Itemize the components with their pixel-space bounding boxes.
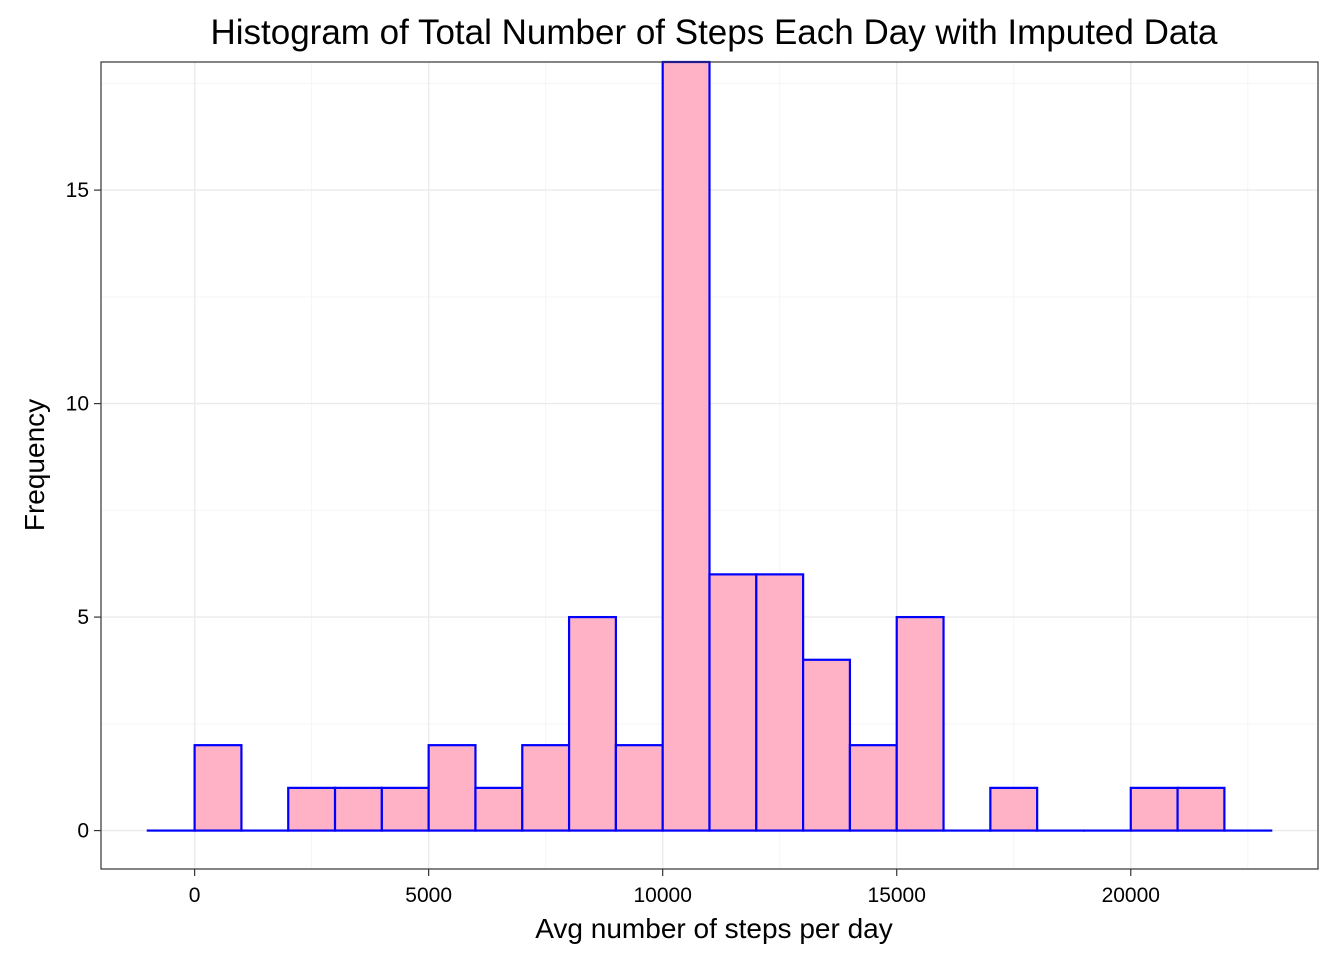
histogram-bar [333,786,383,832]
y-tick-label: 10 [66,393,89,416]
x-tick-label: 0 [189,884,201,907]
panel-border [100,61,1319,870]
histogram-bar [287,786,337,832]
x-tick-label: 15000 [868,884,926,907]
histogram-bar [661,60,711,832]
histogram-bar [1129,786,1179,832]
x-axis-title: Avg number of steps per day [535,913,892,944]
histogram-bar [193,744,243,832]
plot-panel [100,60,1319,870]
histogram-bar [848,744,898,832]
x-tick-label: 10000 [633,884,691,907]
y-tick-label: 0 [77,820,89,843]
histogram-bar [989,786,1039,832]
histogram-bar [427,744,477,832]
y-axis: 0 5 10 15 [66,179,101,843]
histogram-bar [474,786,524,832]
histogram-bar [708,573,758,832]
x-axis: 0 5000 10000 15000 20000 [189,869,1160,907]
histogram-bar [521,744,571,832]
histogram-bar [755,573,805,832]
y-tick-label: 5 [77,606,89,629]
y-axis-title: Frequency [19,399,50,531]
histogram-bar [380,786,430,832]
x-tick-label: 20000 [1102,884,1160,907]
histogram-bar [802,658,852,832]
histogram-bar [614,744,664,832]
histogram-bar [567,615,617,832]
histogram-bars [146,60,1273,832]
x-tick-label: 5000 [405,884,452,907]
histogram-bar [1176,786,1226,832]
histogram-bar [895,615,945,832]
y-tick-label: 15 [66,179,89,202]
chart-title: Histogram of Total Number of Steps Each … [210,13,1218,52]
